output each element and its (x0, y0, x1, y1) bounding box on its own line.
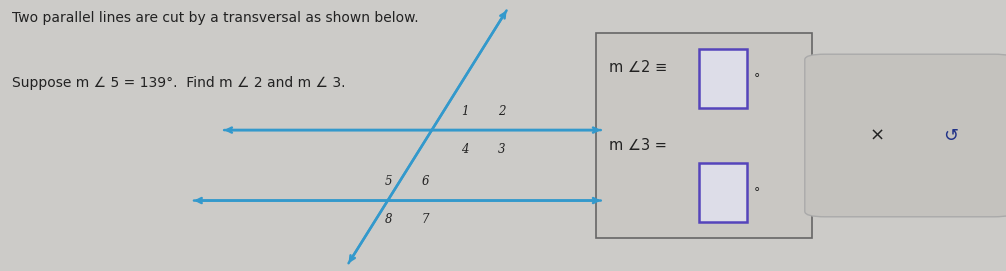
Text: °: ° (753, 186, 760, 199)
Text: ↺: ↺ (943, 127, 959, 144)
Text: 8: 8 (384, 213, 392, 226)
Text: 7: 7 (422, 213, 430, 226)
Text: m ∠2 ≡: m ∠2 ≡ (609, 60, 667, 75)
FancyBboxPatch shape (699, 163, 747, 222)
Text: 2: 2 (498, 105, 506, 118)
FancyBboxPatch shape (596, 33, 812, 238)
Text: 5: 5 (384, 175, 392, 188)
Text: Two parallel lines are cut by a transversal as shown below.: Two parallel lines are cut by a transver… (12, 11, 418, 25)
Text: Suppose m ∠ 5 = 139°.  Find m ∠ 2 and m ∠ 3.: Suppose m ∠ 5 = 139°. Find m ∠ 2 and m ∠… (12, 76, 346, 90)
Text: °: ° (753, 72, 760, 85)
Text: 3: 3 (498, 143, 506, 156)
Text: 1: 1 (461, 105, 469, 118)
Text: m ∠3 =: m ∠3 = (609, 138, 667, 153)
Text: 6: 6 (422, 175, 430, 188)
Text: 4: 4 (461, 143, 469, 156)
FancyBboxPatch shape (699, 49, 747, 108)
FancyBboxPatch shape (805, 54, 1006, 217)
Text: ×: × (869, 127, 885, 144)
